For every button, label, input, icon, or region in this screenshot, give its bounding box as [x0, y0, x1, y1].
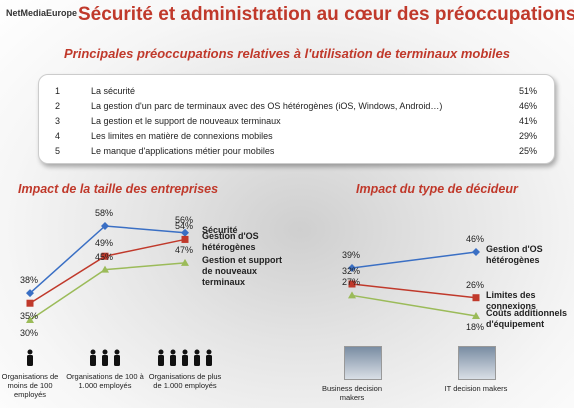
- logo: NetMediaEurope: [6, 8, 78, 18]
- value-label: 46%: [466, 234, 485, 244]
- value-label: 35%: [20, 311, 39, 322]
- table-row: 2 La gestion d'un parc de terminaux avec …: [51, 98, 541, 113]
- photo: [344, 346, 382, 380]
- person-icon: [27, 355, 33, 366]
- subtitle: Principales préoccupations relatives à l…: [64, 46, 510, 61]
- marker: [26, 299, 34, 307]
- legend-label: Sécurité: [202, 224, 238, 235]
- person-icon: [194, 355, 200, 366]
- legend-label: Gestion et support de nouveaux terminaux: [202, 254, 283, 287]
- table-cell: La gestion et le support de nouveaux ter…: [91, 115, 281, 126]
- series-line: [351, 294, 477, 317]
- value-label: 45%: [95, 251, 114, 262]
- value-label: 26%: [466, 279, 485, 290]
- marker: [101, 265, 109, 273]
- value-label: 32%: [342, 266, 361, 276]
- person-icon: [114, 355, 120, 366]
- x-label: Organisations de moins de 100 employés: [1, 372, 59, 399]
- title: Sécurité et administration au cœur des p…: [78, 4, 574, 25]
- person-icon: [158, 349, 164, 355]
- value-label: 39%: [342, 250, 361, 260]
- marker: [101, 222, 109, 230]
- table-panel: 1 La sécurité 51% 2 La gestion d'un parc de …: [38, 74, 555, 164]
- value-label: 27%: [342, 277, 361, 288]
- table-row: 5 Le manque d'applications métier pour mo…: [51, 143, 541, 158]
- table-cell: 1: [55, 85, 61, 96]
- table-cell: 46%: [518, 100, 537, 111]
- marker: [472, 294, 480, 302]
- value-label: 30%: [20, 328, 39, 338]
- value-label: 49%: [95, 238, 114, 249]
- legend-label: Limites des connexions: [486, 289, 537, 311]
- series-line: [351, 283, 477, 299]
- person-icon: [158, 355, 164, 366]
- marker: [101, 252, 109, 260]
- value-label: 56%: [175, 214, 194, 225]
- legend-label: Gestion d'OS hétérogènes: [486, 244, 543, 265]
- value-label: 18%: [466, 322, 485, 332]
- table-cell: La sécurité: [91, 85, 136, 96]
- marker: [26, 289, 34, 298]
- table-row: 3 La gestion et le support de nouveaux te…: [51, 113, 541, 128]
- table-cell: 3: [55, 115, 61, 126]
- table-cell: Les limites en matière de connexions mob…: [91, 130, 273, 141]
- person-icon: [170, 349, 176, 355]
- table-cell: 29%: [518, 130, 537, 141]
- table-row: 4 Les limites en matière de connexions mo…: [51, 128, 541, 143]
- chart-title: Impact de la taille des entreprises: [18, 182, 219, 196]
- marker: [181, 235, 189, 243]
- legend-label: Coûts additionnels d'équipement: [486, 308, 567, 329]
- table-cell: La gestion d'un parc de terminaux avec d…: [91, 100, 443, 111]
- person-icon: [102, 355, 108, 366]
- value-label: 58%: [95, 208, 114, 218]
- table-cell: 5: [55, 145, 61, 156]
- table-row: 1 La sécurité 51%: [51, 83, 541, 98]
- person-icon: [182, 355, 188, 366]
- series-line: [351, 251, 477, 269]
- marker: [348, 291, 356, 299]
- person-icon: [102, 349, 108, 355]
- marker: [348, 280, 356, 288]
- table-cell: 41%: [518, 115, 537, 126]
- x-label: Business decision makers: [321, 384, 383, 402]
- x-label: Organisations de plus de 1.000 employés: [148, 372, 222, 390]
- x-label: Organisations de 100 à 1.000 employés: [66, 372, 144, 390]
- table: 1 La sécurité 51% 2 La gestion d'un parc de …: [51, 83, 541, 158]
- table-cell: 4: [55, 130, 61, 141]
- legend-label: Gestion d'OS hétérogènes: [202, 231, 259, 253]
- value-label: 54%: [175, 221, 194, 232]
- person-icon: [206, 349, 212, 355]
- person-icon: [182, 349, 188, 355]
- chart-title: Impact du type de décideur: [356, 182, 518, 196]
- person-icon: [170, 355, 176, 366]
- person-icon: [114, 349, 120, 355]
- person-icon: [90, 355, 96, 366]
- table-cell: 51%: [518, 85, 537, 96]
- marker: [26, 316, 34, 323]
- person-icon: [90, 349, 96, 355]
- person-icon: [194, 349, 200, 355]
- photo: [458, 346, 496, 380]
- table-cell: 25%: [518, 145, 537, 156]
- x-label: IT decision makers: [444, 384, 508, 393]
- value-label: 47%: [175, 244, 194, 255]
- person-icon: [27, 349, 33, 355]
- table-cell: 2: [55, 100, 61, 111]
- marker: [472, 312, 480, 319]
- marker: [181, 228, 189, 237]
- marker: [181, 258, 189, 266]
- person-icon: [206, 355, 212, 366]
- table-cell: Le manque d'applications métier pour mob…: [91, 145, 275, 156]
- marker: [472, 248, 480, 256]
- value-label: 38%: [20, 275, 39, 286]
- marker: [348, 264, 356, 272]
